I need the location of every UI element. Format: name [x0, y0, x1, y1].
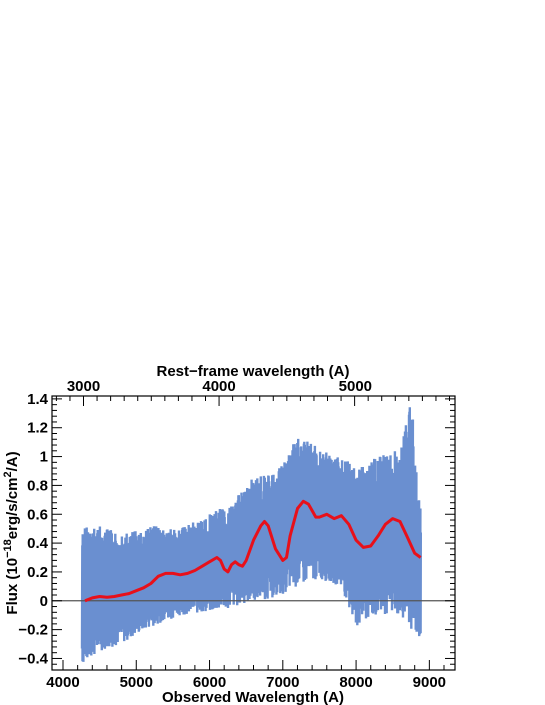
y-tick-label: −0.2 — [18, 622, 48, 639]
right-y-axis — [445, 398, 455, 671]
y-tick-label: −0.4 — [18, 650, 48, 667]
top-tick-label: 4000 — [202, 378, 235, 395]
x-tick-label: 9000 — [413, 674, 446, 691]
x-tick-label: 7000 — [266, 674, 299, 691]
y-axis-title-part1: Flux (10 — [4, 558, 21, 615]
y-axis-title-part3: /A) — [4, 451, 21, 471]
x-tick-label: 8000 — [339, 674, 372, 691]
noise-band — [80, 407, 422, 662]
y-tick-label: 0 — [40, 593, 48, 610]
bottom-x-axis: 4000 5000 6000 7000 8000 9000 — [46, 660, 446, 691]
x-axis-title: Observed Wavelength (A) — [162, 689, 344, 705]
y-tick-label: 1.2 — [27, 420, 48, 437]
left-y-axis: −0.4 −0.2 0 0.2 0.4 0.6 0.8 1 1.2 1.4 — [18, 391, 62, 671]
top-axis-title: Rest−frame wavelength (A) — [157, 363, 350, 380]
y-tick-label: 0.6 — [27, 506, 48, 523]
top-tick-label: 5000 — [339, 378, 372, 395]
y-axis-title-part2: erg/s/cm — [4, 478, 21, 540]
top-tick-label: 3000 — [67, 378, 100, 395]
top-x-axis: 3000 4000 5000 — [55, 378, 451, 406]
y-tick-label: 0.4 — [27, 535, 49, 552]
y-axis-title-exponent-2: 2 — [2, 471, 14, 477]
y-axis-title: Flux (10−18erg/s/cm2/A) — [2, 451, 21, 614]
smoothed-spectrum-line — [84, 499, 422, 603]
x-tick-label: 5000 — [120, 674, 153, 691]
y-axis-title-exponent: −18 — [2, 539, 14, 558]
spectrum-noise-series — [80, 407, 422, 662]
y-tick-label: 0.8 — [27, 477, 48, 494]
y-tick-label: 1.4 — [27, 391, 49, 408]
x-tick-label: 4000 — [46, 674, 79, 691]
x-tick-label: 6000 — [193, 674, 226, 691]
y-tick-label: 1 — [40, 449, 48, 466]
y-tick-label: 0.2 — [27, 564, 48, 581]
